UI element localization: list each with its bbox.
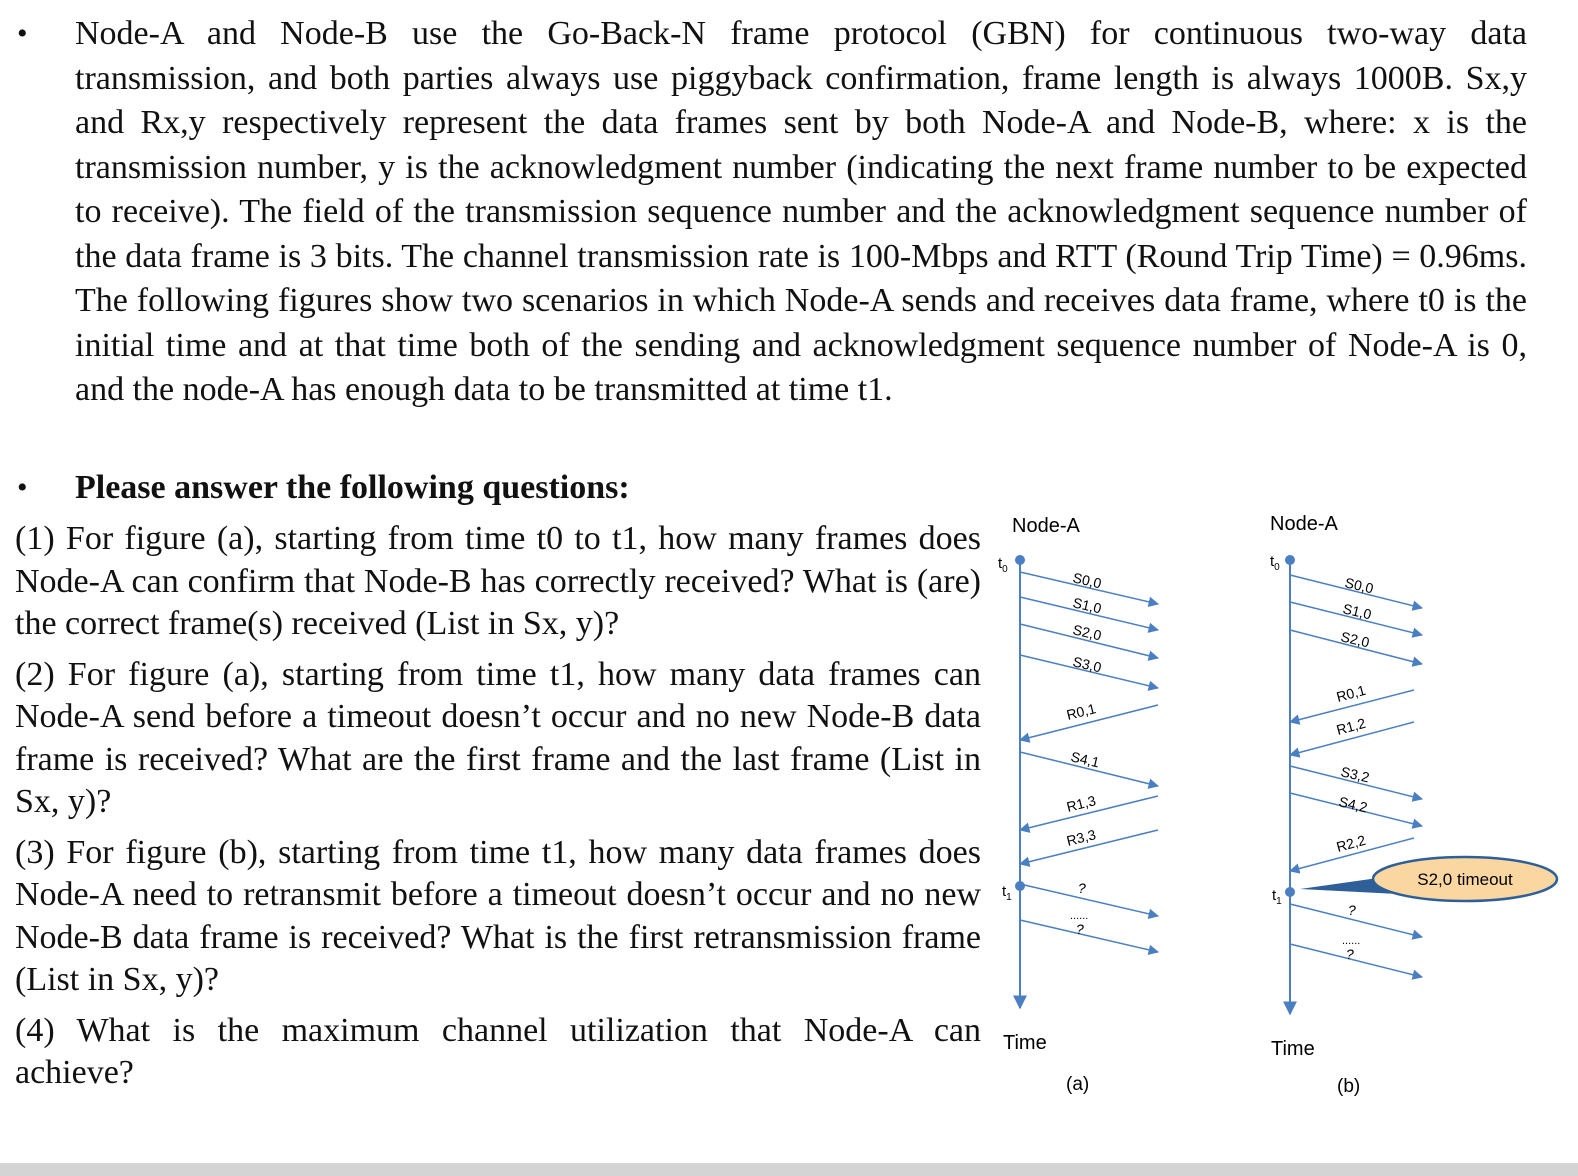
figure-b-arrow-s32: [1289, 765, 1424, 802]
figure-a-caption: (a): [1066, 1074, 1089, 1095]
figure-a-arrow-q2: [1019, 919, 1160, 955]
questions-bullet: •: [17, 471, 28, 504]
figure-b-arrow-s00: [1289, 574, 1424, 611]
question-1: (1) For figure (a), starting from time t…: [15, 520, 981, 642]
figure-b-label-s42: S4,2: [1337, 793, 1369, 815]
figure-b-arrow-r12: [1288, 721, 1415, 758]
figure-b: Node-A t0 S0,0 S1,0 S2,0 R0,1 R1,2 S3,2 …: [1270, 513, 1559, 1097]
figure-b-node-label: Node-A: [1270, 513, 1338, 535]
figure-b-arrow-s42: [1289, 792, 1424, 829]
figure-a-time-label: Time: [1003, 1032, 1047, 1054]
figure-a-label-s41: S4,1: [1069, 748, 1101, 770]
figure-b-t1-dot: [1285, 887, 1295, 897]
figure-b-t0-dot: [1285, 555, 1295, 565]
questions-list: (1) For figure (a), starting from time t…: [15, 518, 981, 1095]
question-4: (4) What is the maximum channel utilizat…: [15, 1011, 981, 1092]
figure-b-label-r12: R1,2: [1335, 715, 1368, 738]
figure-a-label-s10: S1,0: [1071, 594, 1103, 616]
figure-b-time-label: Time: [1271, 1038, 1315, 1060]
figure-b-arrow-q1: [1289, 903, 1424, 940]
figure-b-t1-label: t1: [1272, 887, 1282, 907]
figure-b-label-q1: ?: [1348, 902, 1356, 918]
figure-a-arrow-q1: [1019, 883, 1160, 919]
figure-a-label-q1: ?: [1078, 880, 1086, 896]
figure-a: Node-A t0 S0,0 S1,0 S2,0 S3,0 R0,1 S4,1 …: [998, 515, 1160, 1095]
figure-a-arrow-s30: [1019, 654, 1160, 691]
figure-a-arrow-s00: [1019, 571, 1160, 607]
figure-a-t1-dot: [1015, 881, 1025, 891]
figure-b-caption: (b): [1337, 1076, 1360, 1097]
bottom-scroll-bar: [0, 1163, 1578, 1176]
figure-a-label-s00: S0,0: [1071, 569, 1103, 591]
figure-b-label-s20: S2,0: [1339, 628, 1371, 650]
figure-b-t0-label: t0: [1270, 553, 1280, 573]
question-3: (3) For figure (b), starting from time t…: [15, 833, 981, 999]
figure-a-label-r01: R0,1: [1065, 700, 1098, 723]
question-2: (2) For figure (a), starting from time t…: [15, 655, 981, 821]
figure-b-arrow-r01: [1288, 689, 1415, 725]
figure-a-label-s20: S2,0: [1071, 621, 1103, 643]
figure-b-label-r01: R0,1: [1335, 682, 1368, 705]
figure-b-label-s00: S0,0: [1343, 574, 1375, 596]
figure-a-arrow-r13: [1018, 795, 1159, 833]
figure-a-t0-dot: [1015, 555, 1025, 565]
figure-a-label-q2: ?: [1076, 921, 1084, 937]
figure-b-label-q2: ?: [1346, 946, 1354, 962]
figure-b-arrow-r22: [1288, 837, 1415, 874]
figure-b-label-dots: ......: [1342, 935, 1360, 947]
figure-b-callout-pointer: [1300, 876, 1398, 894]
figure-a-label-r13: R1,3: [1065, 792, 1098, 815]
questions-heading: Please answer the following questions:: [75, 469, 630, 506]
intro-paragraph: Node-A and Node-B use the Go-Back-N fram…: [75, 15, 1527, 408]
figure-a-arrow-s10: [1019, 596, 1160, 633]
figure-a-arrow-s20: [1019, 623, 1160, 661]
figure-a-label-s30: S3,0: [1071, 653, 1103, 675]
figure-a-node-label: Node-A: [1012, 515, 1080, 537]
figure-a-label-r33: R3,3: [1065, 826, 1098, 849]
figure-b-label-s32: S3,2: [1339, 763, 1371, 785]
figure-b-label-r22: R2,2: [1335, 832, 1368, 855]
figure-a-t0-label: t0: [998, 555, 1008, 575]
figure-b-label-s10: S1,0: [1341, 600, 1373, 622]
figure-b-arrow-s20: [1289, 629, 1424, 667]
figure-b-arrow-q2: [1289, 943, 1424, 980]
intro-bullet: •: [17, 17, 28, 50]
figure-b-arrow-s10: [1289, 601, 1424, 638]
figure-a-arrow-r33: [1018, 829, 1159, 867]
figure-a-label-dots: ......: [1070, 910, 1088, 922]
figure-b-callout-text: S2,0 timeout: [1417, 870, 1513, 889]
figure-a-arrow-s41: [1019, 751, 1160, 789]
figure-a-t1-label: t1: [1002, 883, 1012, 903]
figure-b-callout-bubble: [1371, 855, 1559, 903]
figure-a-arrow-r01: [1018, 704, 1159, 743]
